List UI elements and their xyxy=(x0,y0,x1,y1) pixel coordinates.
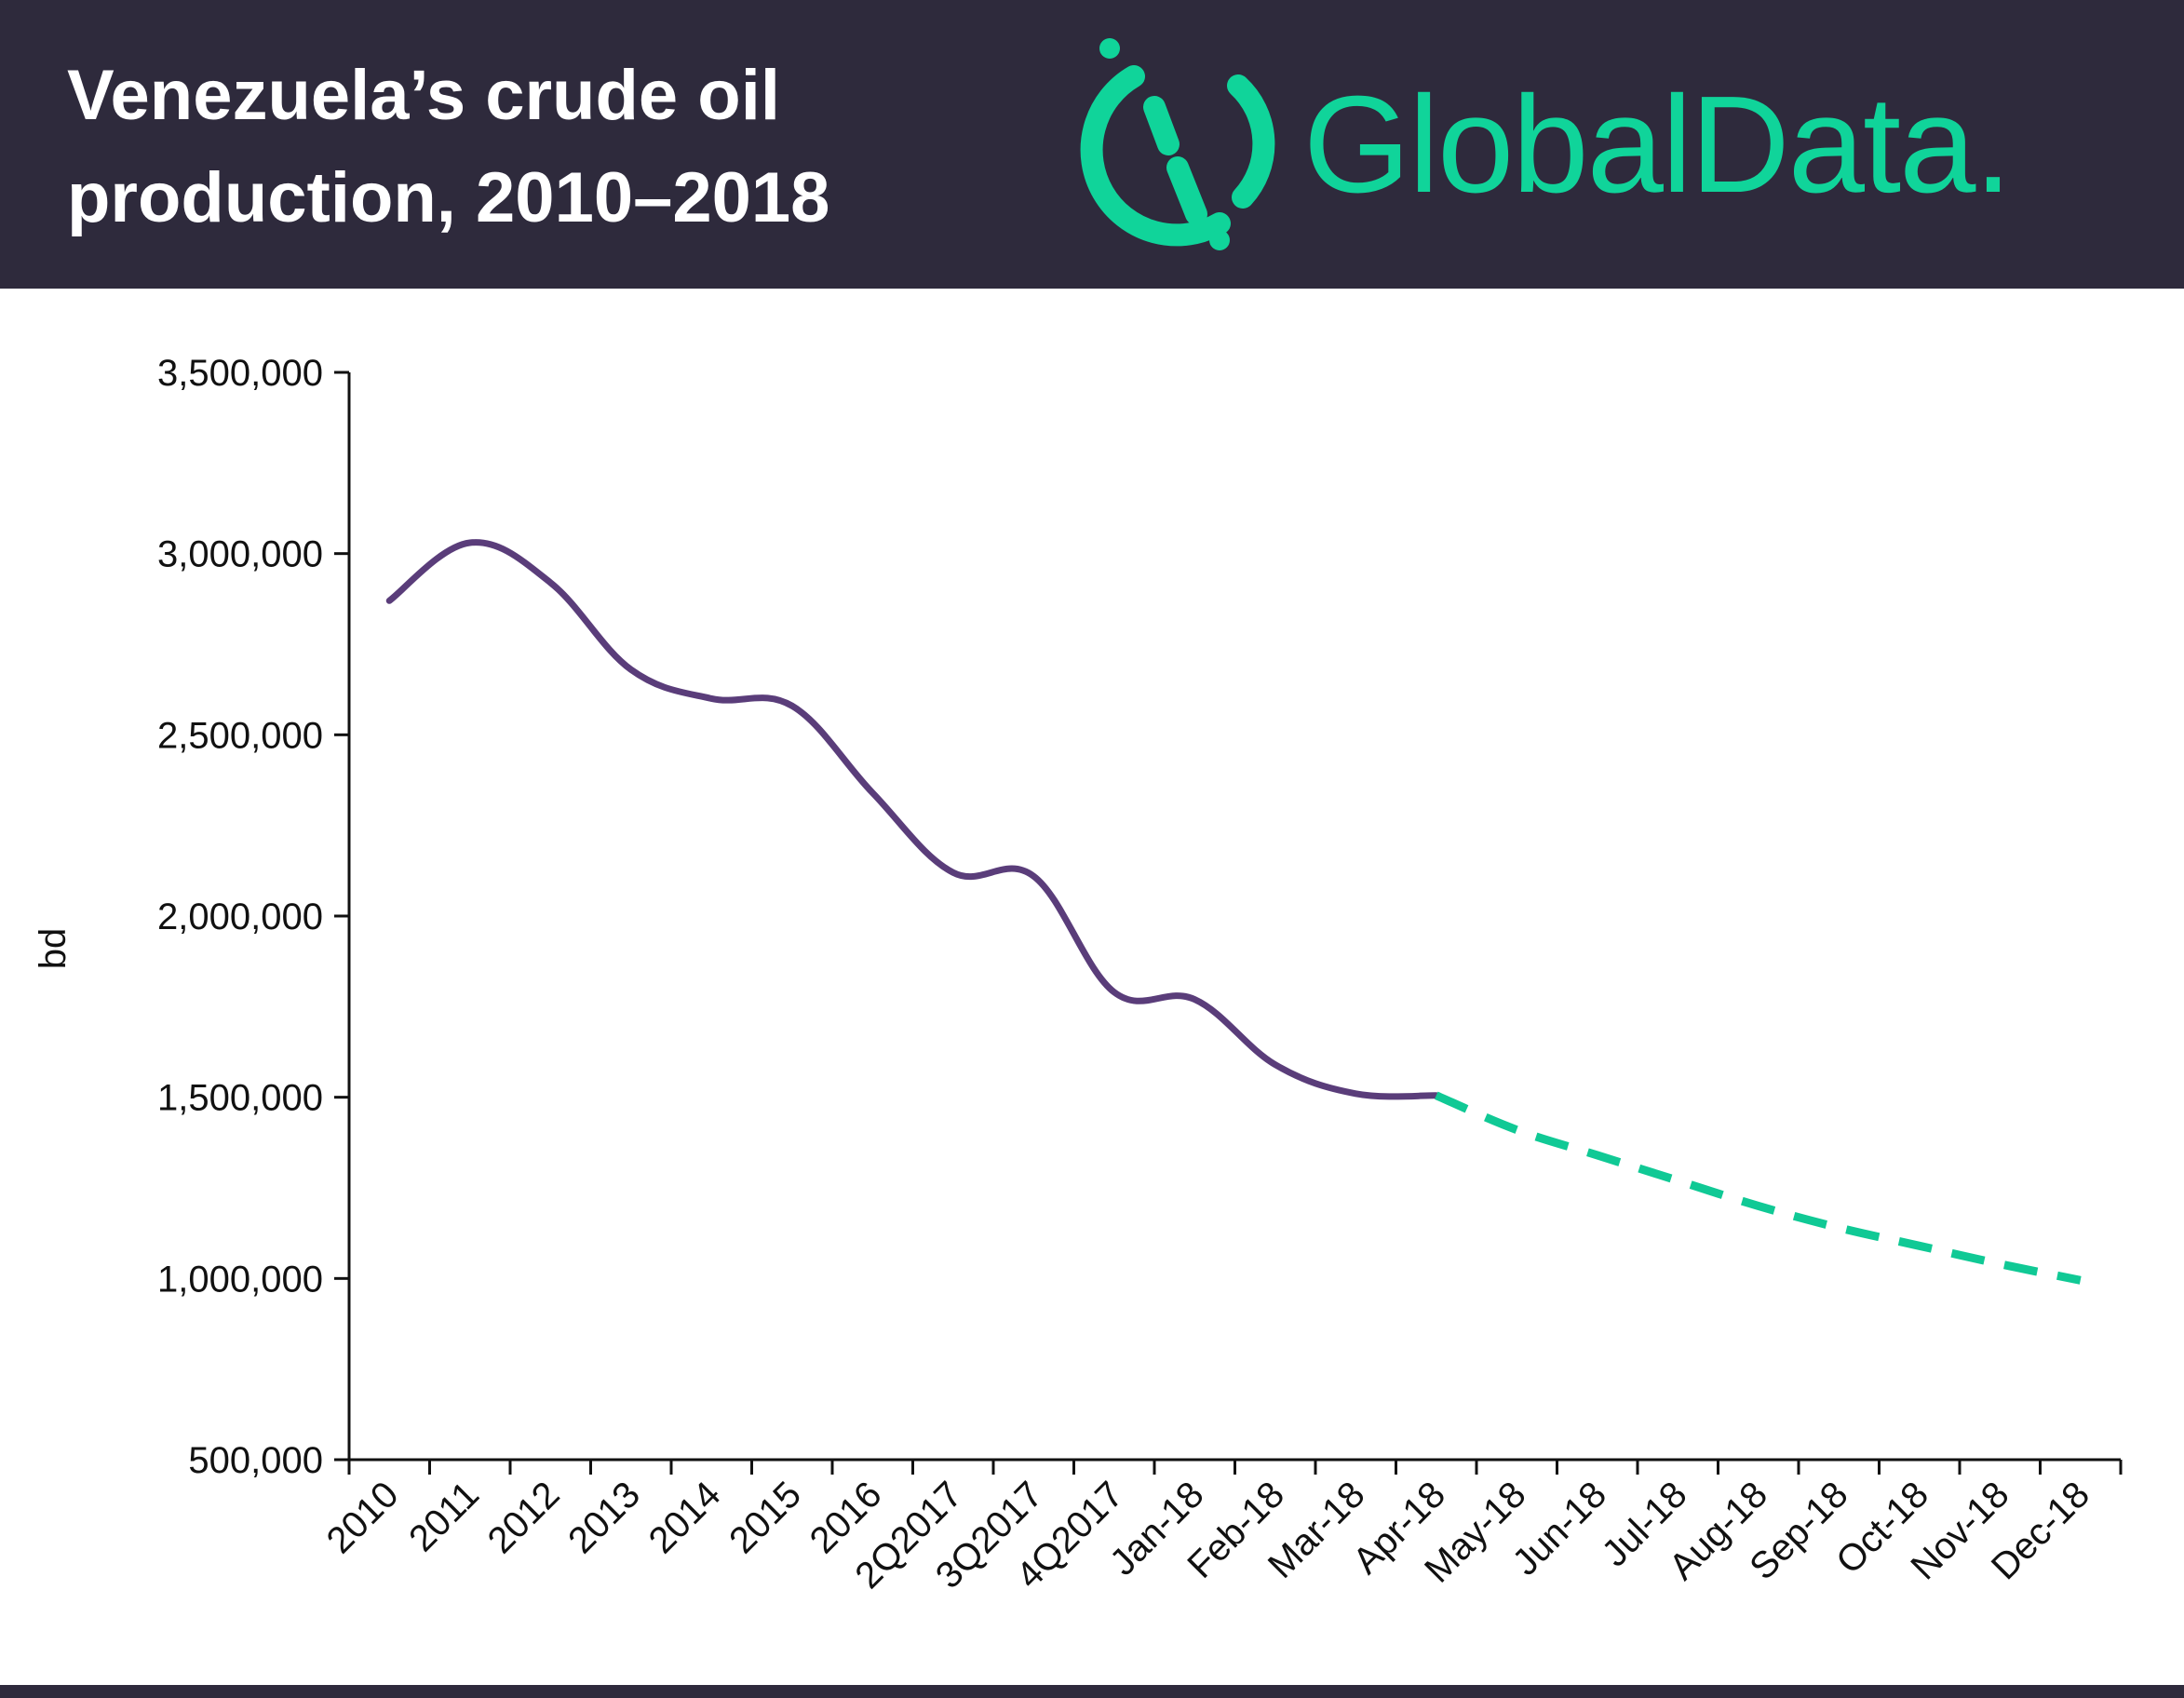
globaldata-logo-icon xyxy=(1080,38,1275,250)
actual-series-line xyxy=(385,539,1440,1100)
footer-bar xyxy=(0,1685,2184,1698)
y-tick-label: 1,000,000 xyxy=(157,1259,323,1300)
x-tick-label: 2011 xyxy=(401,1474,487,1559)
globaldata-logo-text: GlobalData. xyxy=(1303,68,2013,222)
x-tick-label: Jun-18 xyxy=(1505,1474,1615,1583)
x-tick-label: 2015 xyxy=(721,1474,809,1561)
y-tick-label: 2,500,000 xyxy=(157,715,323,756)
y-tick-label: 3,000,000 xyxy=(157,534,323,575)
header-banner: Venezuela’s crude oil production, 2010–2… xyxy=(0,0,2184,289)
chart-axes xyxy=(347,372,2121,1462)
y-axis-label: bd xyxy=(33,928,74,970)
x-tick-label: 2014 xyxy=(641,1474,729,1561)
x-tick-label: 2012 xyxy=(480,1474,568,1561)
chart-title: Venezuela’s crude oil production, 2010–2… xyxy=(67,56,830,237)
chart-series xyxy=(385,539,2082,1285)
x-axis-ticks: 20102011201220132014201520162Q20173Q2017… xyxy=(319,1460,2123,1597)
y-axis-ticks: 500,000 1,000,000 1,500,000 2,000,000 2,500,… xyxy=(157,353,349,1481)
globaldata-logo: GlobalData. xyxy=(1080,28,2150,261)
y-tick-label: 3,500,000 xyxy=(157,353,323,394)
x-tick-label: 2013 xyxy=(560,1474,648,1561)
y-tick-label: 1,500,000 xyxy=(157,1078,323,1119)
y-tick-label: 500,000 xyxy=(188,1440,323,1481)
x-tick-label: 2010 xyxy=(319,1474,407,1561)
forecast-series-line xyxy=(1434,1091,2082,1285)
y-tick-label: 2,000,000 xyxy=(157,896,323,937)
